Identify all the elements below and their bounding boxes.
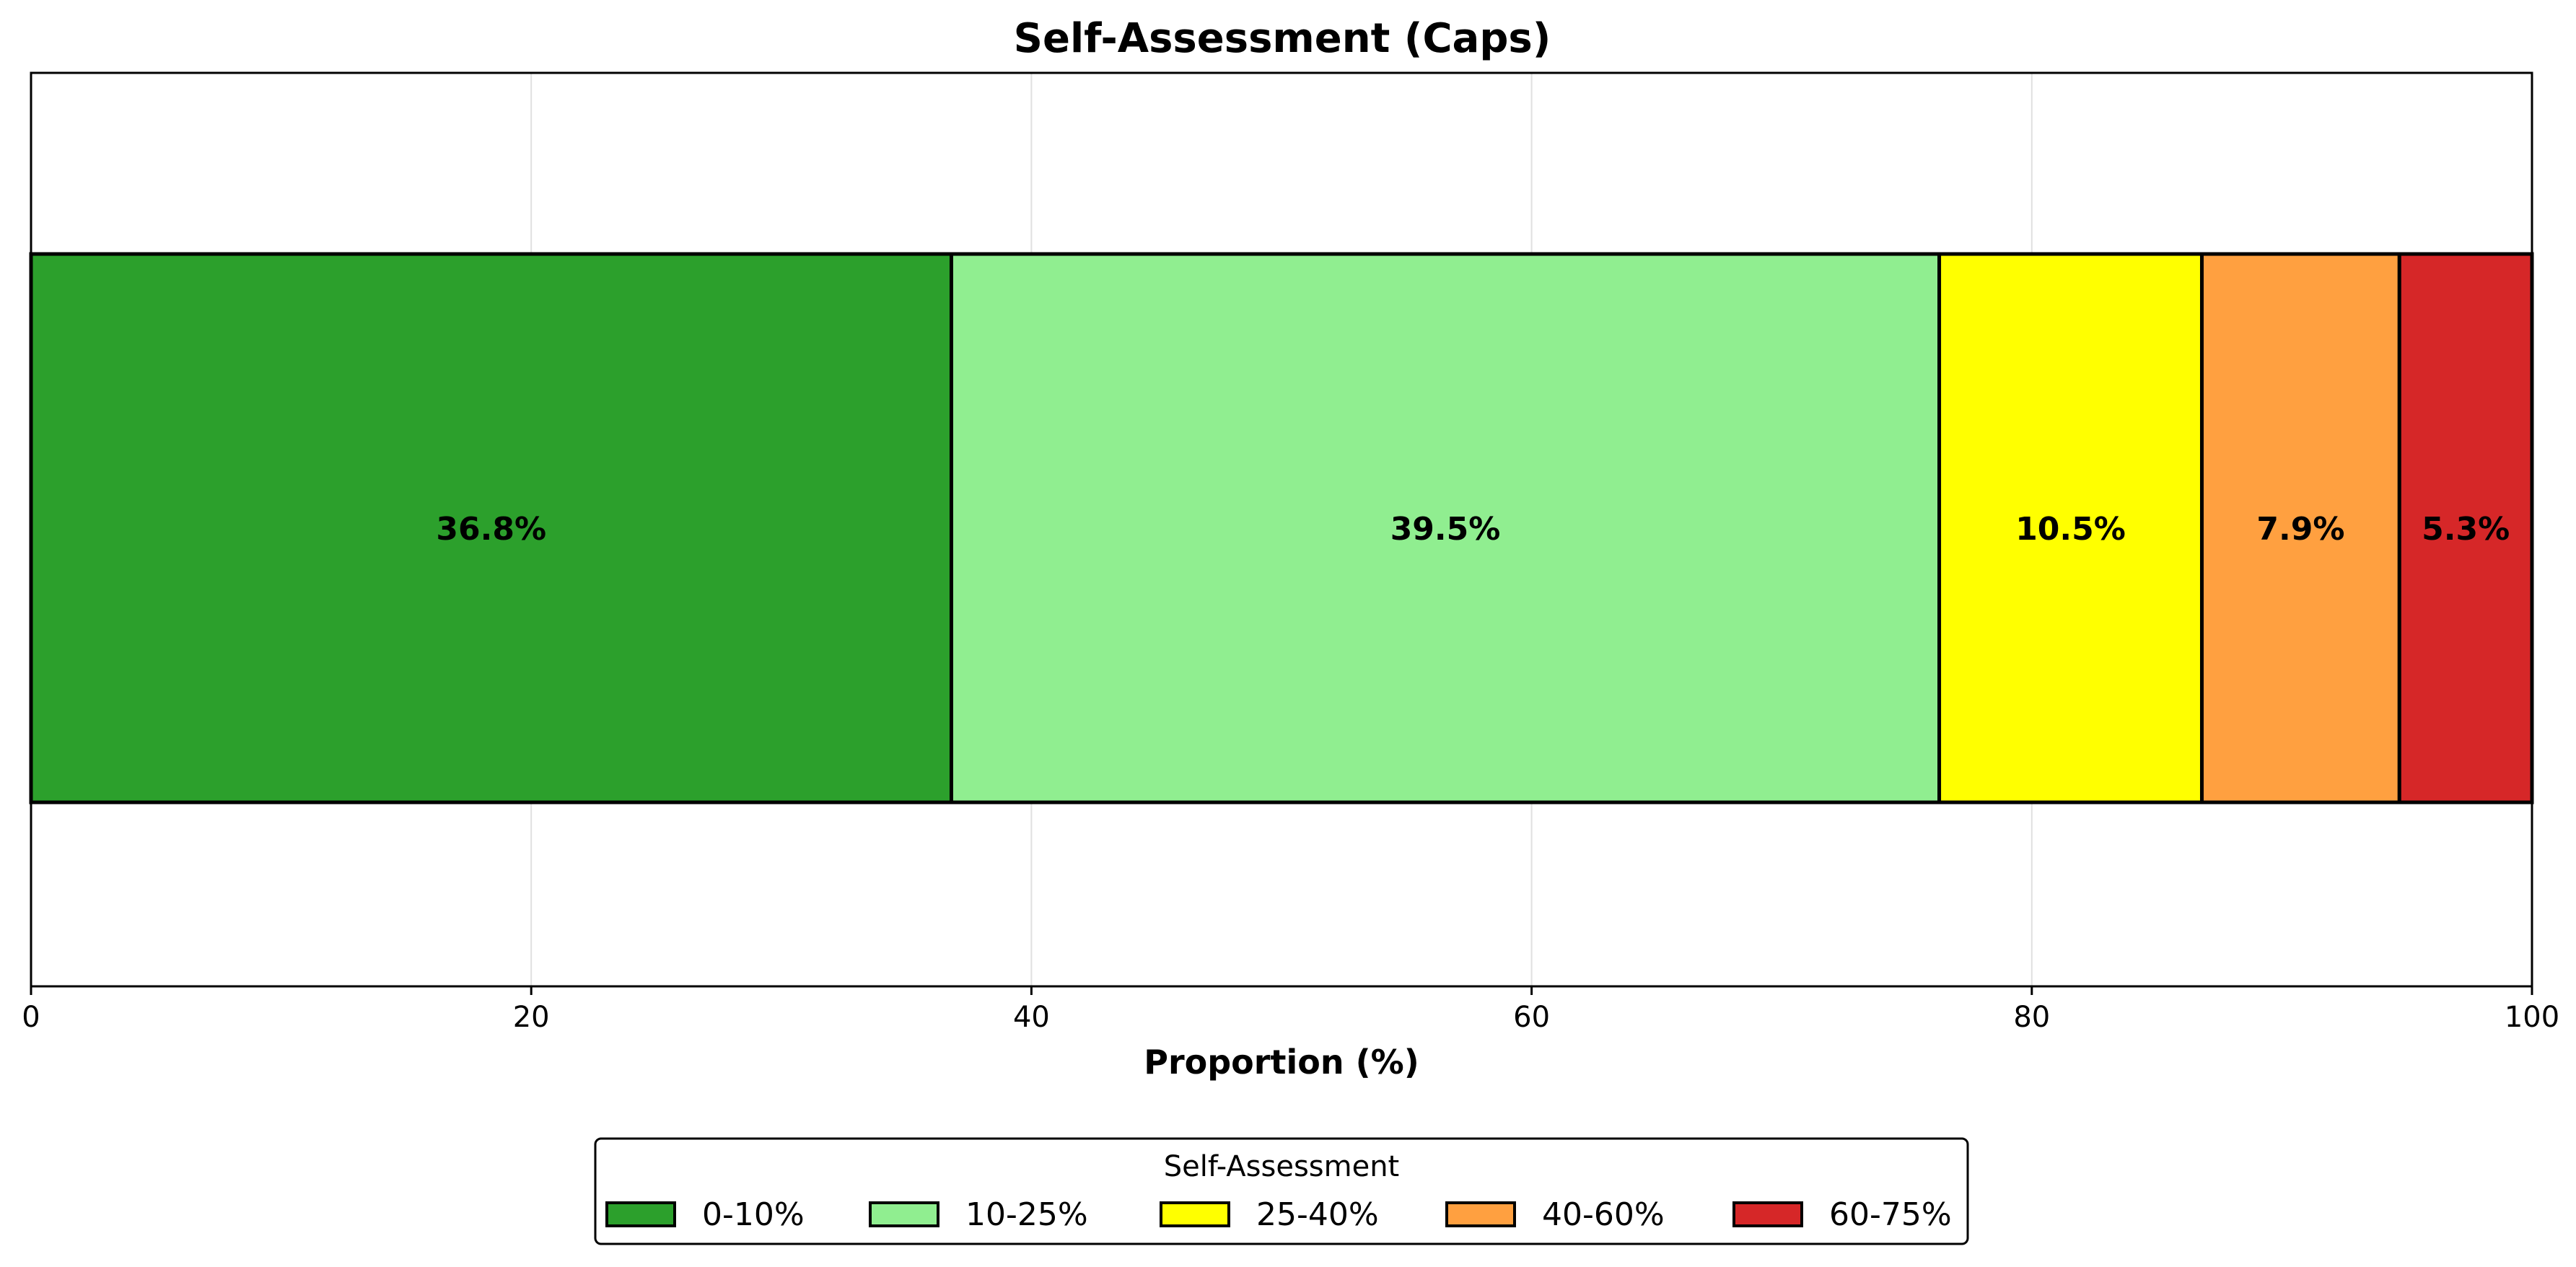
bar-label-0-10%: 36.8%	[436, 511, 546, 548]
bar-label-10-25%: 39.5%	[1390, 511, 1501, 548]
plot-frame	[30, 71, 2533, 988]
x-tick-label-80: 80	[2013, 1001, 2050, 1034]
x-axis-label: Proportion (%)	[1144, 1043, 1419, 1082]
bar-segment-0-10%	[29, 252, 953, 805]
bar-labels: 36.8% 39.5% 10.5% 7.9% 5.3%	[436, 511, 2510, 548]
legend-swatch-0-10%	[605, 1201, 676, 1227]
legend-swatch-60-75%	[1732, 1201, 1803, 1227]
bar-segment-60-75%	[2397, 252, 2534, 805]
bar-segment-25-40%	[1937, 252, 2204, 805]
legend-swatch-25-40%	[1160, 1201, 1230, 1227]
x-axis-ticks: 0 20 40 60 80 100	[22, 986, 2559, 1034]
legend-swatch-40-60%	[1445, 1201, 1516, 1227]
x-tick-label-100: 100	[2505, 1001, 2559, 1034]
chart-title: Self-Assessment (Caps)	[1014, 15, 1551, 62]
bar-segments	[29, 252, 2534, 805]
x-tick-label-0: 0	[22, 1001, 40, 1034]
legend-label-60-75%: 60-75%	[1829, 1196, 1952, 1233]
x-tick-label-40: 40	[1013, 1001, 1050, 1034]
legend-label-0-10%: 0-10%	[702, 1196, 805, 1233]
legend-label-40-60%: 40-60%	[1542, 1196, 1665, 1233]
legend-title: Self-Assessment	[1164, 1150, 1400, 1183]
legend-label-10-25%: 10-25%	[965, 1196, 1088, 1233]
bar-segment-40-60%	[2199, 252, 2401, 805]
legend-label-25-40%: 25-40%	[1256, 1196, 1379, 1233]
legend: Self-Assessment 0-10% 10-25% 25-40% 40-60% 6…	[594, 1137, 1969, 1245]
legend-items: 0-10% 10-25% 25-40% 40-60% 60-75%	[605, 1196, 1952, 1233]
x-tick-label-20: 20	[513, 1001, 550, 1034]
legend-swatch-10-25%	[869, 1201, 939, 1227]
bar-label-40-60%: 7.9%	[2256, 511, 2344, 548]
bar-label-25-40%: 10.5%	[2015, 511, 2126, 548]
bar-label-60-75%: 5.3%	[2422, 511, 2510, 548]
x-tick-label-60: 60	[1513, 1001, 1550, 1034]
